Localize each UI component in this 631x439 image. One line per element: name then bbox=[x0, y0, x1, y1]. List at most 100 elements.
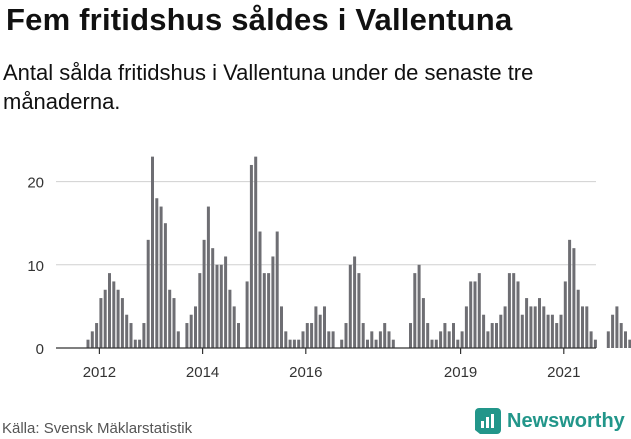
bar bbox=[318, 314, 322, 348]
bar bbox=[90, 331, 94, 348]
bar bbox=[159, 206, 163, 348]
bar bbox=[542, 306, 546, 348]
bar bbox=[452, 323, 455, 348]
newsworthy-logo-icon bbox=[475, 408, 501, 434]
bar bbox=[194, 306, 197, 348]
bar bbox=[413, 273, 417, 348]
bar bbox=[116, 289, 120, 348]
bar bbox=[439, 331, 443, 348]
bar bbox=[486, 331, 490, 348]
bar bbox=[133, 339, 137, 348]
bar bbox=[185, 323, 189, 348]
x-tick-label: 2021 bbox=[547, 364, 580, 381]
bar bbox=[284, 331, 288, 348]
bar bbox=[120, 298, 124, 348]
bar bbox=[525, 298, 529, 348]
bar bbox=[572, 248, 576, 348]
bar bbox=[456, 339, 460, 348]
bar bbox=[254, 156, 258, 348]
bar bbox=[499, 314, 503, 348]
bar bbox=[206, 206, 210, 348]
x-tick-label: 2014 bbox=[186, 364, 219, 381]
bar bbox=[370, 331, 374, 348]
bar bbox=[95, 323, 99, 348]
bar bbox=[447, 331, 451, 348]
bar bbox=[533, 306, 537, 348]
bar bbox=[516, 281, 520, 348]
bar bbox=[237, 323, 240, 348]
bar bbox=[323, 306, 326, 348]
bar bbox=[232, 306, 236, 348]
bar bbox=[469, 281, 473, 348]
bar bbox=[628, 339, 631, 348]
y-tick-label: 0 bbox=[36, 341, 44, 358]
bar bbox=[366, 339, 369, 348]
x-tick-label: 2019 bbox=[444, 364, 477, 381]
bar bbox=[142, 323, 146, 348]
bar bbox=[292, 339, 296, 348]
bar bbox=[550, 314, 554, 348]
bar bbox=[593, 339, 597, 348]
bar bbox=[421, 298, 425, 348]
bar bbox=[271, 256, 275, 348]
bar bbox=[374, 339, 378, 348]
bar bbox=[378, 331, 382, 348]
source-note: Källa: Svensk Mäklarstatistik bbox=[2, 420, 193, 437]
bar bbox=[529, 306, 533, 348]
bar bbox=[275, 231, 279, 348]
bar bbox=[163, 223, 167, 348]
bar bbox=[387, 331, 391, 348]
bar bbox=[361, 323, 365, 348]
bar bbox=[176, 331, 180, 348]
x-tick-label: 2012 bbox=[83, 364, 116, 381]
bar bbox=[331, 331, 335, 348]
bar bbox=[348, 264, 352, 348]
bar-chart: 010205201220142016201920212023 bbox=[27, 156, 631, 381]
bar bbox=[340, 339, 344, 348]
bar bbox=[211, 248, 215, 348]
bar bbox=[624, 331, 627, 348]
newsworthy-brand[interactable]: Newsworthy bbox=[475, 408, 625, 434]
bar bbox=[262, 273, 266, 348]
bar bbox=[172, 298, 176, 348]
bar bbox=[189, 314, 193, 348]
bar bbox=[202, 239, 206, 348]
bar bbox=[258, 231, 262, 348]
bar bbox=[383, 323, 387, 348]
bar bbox=[305, 323, 309, 348]
x-tick-label: 2016 bbox=[289, 364, 322, 381]
bar bbox=[108, 273, 111, 348]
bar bbox=[409, 323, 412, 348]
bar bbox=[538, 298, 541, 348]
bar bbox=[520, 314, 524, 348]
bar bbox=[546, 314, 550, 348]
y-tick-label: 20 bbox=[27, 175, 44, 192]
bar bbox=[473, 281, 477, 348]
bar bbox=[280, 306, 283, 348]
bar bbox=[430, 339, 434, 348]
bar bbox=[495, 323, 498, 348]
bar bbox=[310, 323, 314, 348]
bar bbox=[611, 314, 615, 348]
bar bbox=[288, 339, 292, 348]
bar bbox=[559, 314, 563, 348]
bar bbox=[585, 306, 589, 348]
bar bbox=[615, 306, 619, 348]
bar bbox=[215, 264, 219, 348]
bar bbox=[482, 314, 486, 348]
chart-title: Fem fritidshus såldes i Vallentuna bbox=[6, 2, 513, 37]
bar bbox=[357, 273, 361, 348]
bar bbox=[619, 323, 623, 348]
bar bbox=[434, 339, 438, 348]
brand-name: Newsworthy bbox=[507, 409, 625, 432]
bar bbox=[99, 298, 103, 348]
bar bbox=[249, 164, 253, 348]
bar bbox=[327, 331, 331, 348]
bar bbox=[490, 323, 494, 348]
bar bbox=[589, 331, 593, 348]
bar bbox=[219, 264, 223, 348]
bar bbox=[477, 273, 481, 348]
bar bbox=[581, 306, 584, 348]
bar bbox=[555, 323, 559, 348]
bar bbox=[417, 264, 421, 348]
